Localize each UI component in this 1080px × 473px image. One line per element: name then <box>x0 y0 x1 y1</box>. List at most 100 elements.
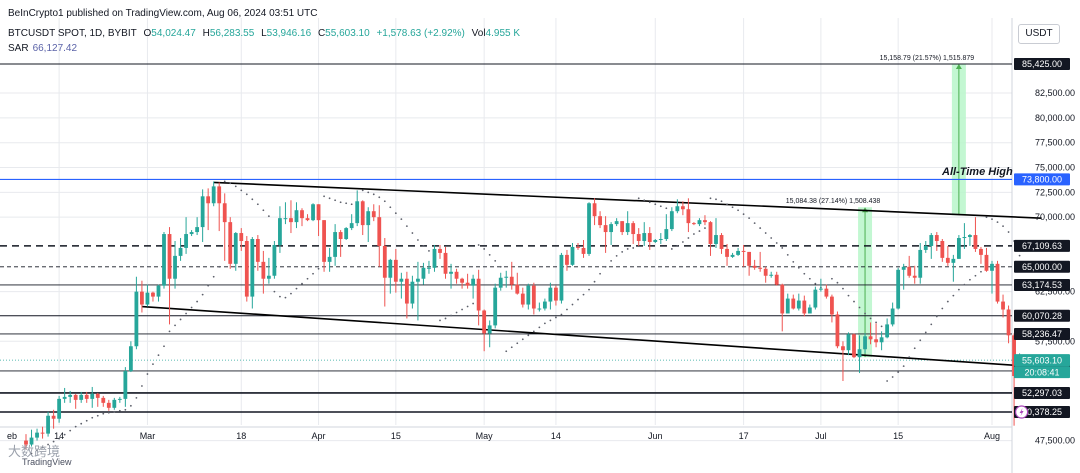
sar-dot <box>748 217 751 220</box>
currency-button[interactable]: USDT <box>1018 24 1060 44</box>
sar-dot <box>604 265 607 268</box>
candle <box>945 245 950 266</box>
candle <box>195 217 200 236</box>
sar-dot <box>610 259 613 262</box>
candle-body <box>526 285 531 305</box>
candle-body <box>956 238 961 259</box>
candle <box>918 242 923 284</box>
candle-body <box>923 245 928 250</box>
candle-body <box>625 223 630 233</box>
sar-dot <box>129 404 132 407</box>
sar-dot <box>152 363 154 366</box>
sar-dot <box>831 277 833 280</box>
candle <box>995 260 1000 304</box>
candle-body <box>57 398 62 419</box>
candle <box>565 249 569 271</box>
candles <box>24 181 1022 450</box>
candle-body <box>868 336 873 340</box>
symbol-label[interactable]: BTCUSDT SPOT, 1D, BYBIT <box>8 28 137 39</box>
candle-body <box>890 308 895 325</box>
candle-body <box>598 216 602 226</box>
candle <box>934 232 939 251</box>
candle <box>128 341 133 373</box>
sar-dot <box>588 288 590 291</box>
candle-body <box>835 314 840 347</box>
candle-body <box>416 278 420 282</box>
candle-body <box>714 235 718 244</box>
sar-dot <box>223 180 226 183</box>
sar-dot <box>378 196 381 199</box>
sar-dot <box>935 315 938 318</box>
sar-dot <box>875 321 877 324</box>
sar-dot <box>974 274 977 277</box>
candle <box>95 392 100 407</box>
candle-body <box>465 282 470 286</box>
candle <box>421 262 426 285</box>
candle <box>736 247 740 256</box>
level-tag: 65,000.00 <box>1014 260 1070 273</box>
sar-dot <box>902 365 905 368</box>
level-tag-text: 73,800.00 <box>1022 175 1062 185</box>
sar-value: 66,127.42 <box>32 43 78 54</box>
sar-dot <box>284 296 287 299</box>
sar-dot <box>499 265 502 268</box>
level-tag-text: 63,174.53 <box>1022 280 1062 290</box>
candle <box>785 293 790 314</box>
candle-body <box>934 235 939 241</box>
candle-body <box>156 285 161 297</box>
candle-body <box>460 278 464 283</box>
x-tick-label: 18 <box>236 431 246 441</box>
candle-body <box>228 222 233 264</box>
candle-body <box>603 225 608 233</box>
candle-body <box>863 336 867 350</box>
candle <box>653 239 658 243</box>
sar-dot <box>764 232 767 234</box>
candle-body <box>432 248 437 268</box>
sar-dot <box>836 281 839 284</box>
candle <box>355 190 360 227</box>
candle-body <box>658 239 663 241</box>
candle-body <box>476 278 481 311</box>
candle <box>283 202 288 225</box>
candle-body <box>509 276 514 285</box>
candle-body <box>995 263 1000 302</box>
candle <box>393 248 398 293</box>
current-price-tag-bg <box>1014 354 1070 367</box>
candle <box>250 237 255 309</box>
candle-body <box>901 266 906 270</box>
sar-dot <box>295 287 298 290</box>
candle-body <box>140 291 144 305</box>
candle <box>531 282 536 315</box>
candle-body <box>487 325 492 334</box>
candle-body <box>471 278 476 286</box>
candle <box>338 230 343 257</box>
candle-body <box>333 232 338 257</box>
sar-dot <box>720 200 723 203</box>
candle-body <box>278 218 282 245</box>
change-value: +1,578.63 (+2.92%) <box>376 28 465 39</box>
candle-body <box>24 440 28 445</box>
candle <box>625 211 630 236</box>
sar-dot <box>543 322 546 325</box>
candle-body <box>184 234 188 248</box>
sar-dot <box>549 319 552 322</box>
sar-dot <box>179 318 182 321</box>
time-axis[interactable]: eb14Mar18Apr15May14Jun17Jul15Aug19 <box>7 431 1080 441</box>
candle-body <box>614 221 619 225</box>
x-tick-label: 15 <box>893 431 903 441</box>
candle-body <box>79 394 84 400</box>
candle <box>846 332 851 356</box>
candle <box>956 235 961 259</box>
price-axis[interactable]: 82,500.00 80,000.00 77,500.00 75,000.00 72,5… <box>1014 58 1075 446</box>
candle <box>962 223 967 249</box>
sar-dot <box>731 206 734 209</box>
sar-label[interactable]: SAR <box>8 43 29 54</box>
sar-dot <box>36 449 38 452</box>
candle <box>620 221 625 236</box>
sar-dot <box>985 216 988 219</box>
sar-dot <box>510 346 513 349</box>
candle-body <box>636 234 641 241</box>
candle <box>940 239 945 262</box>
sar-dot <box>63 433 66 436</box>
